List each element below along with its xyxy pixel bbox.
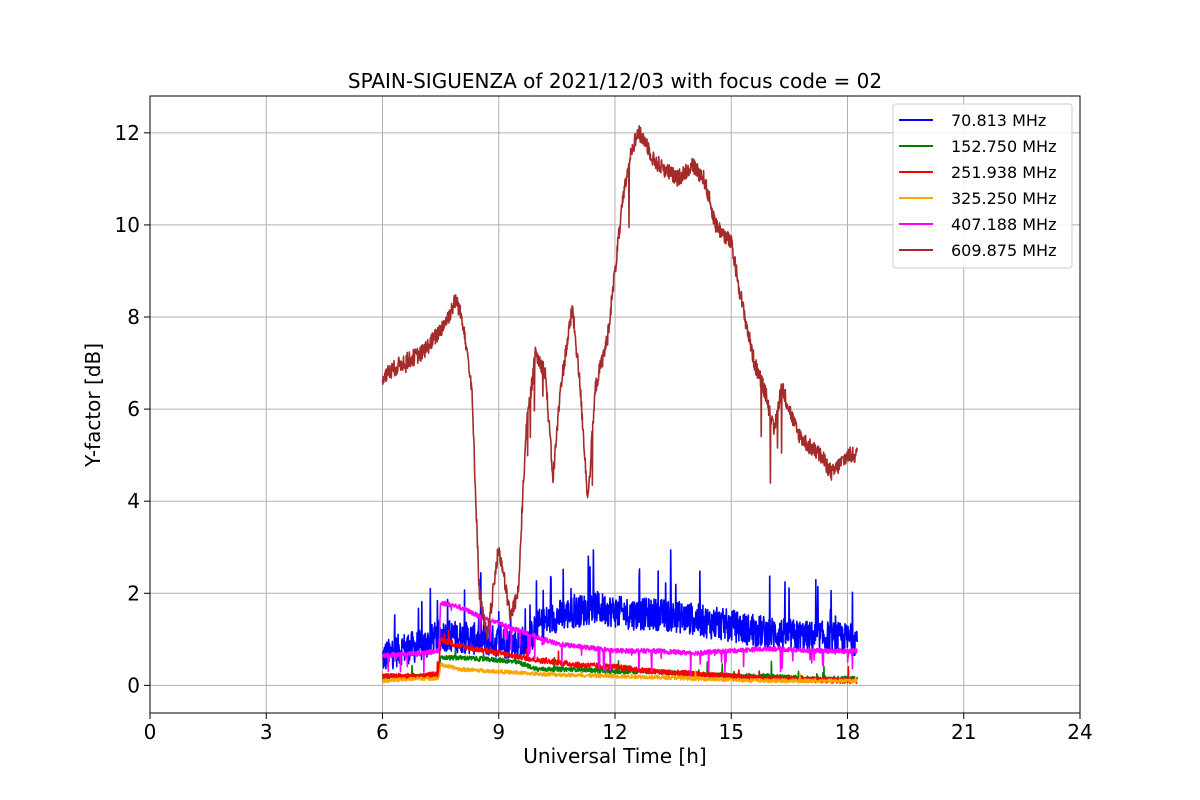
y-tick-label: 12 [115, 121, 140, 145]
x-tick-label: 0 [144, 720, 157, 744]
legend-entry: 152.750 MHz [951, 137, 1056, 156]
legend-entry: 251.938 MHz [951, 163, 1056, 182]
y-tick-label: 8 [127, 305, 140, 329]
x-tick-label: 6 [376, 720, 389, 744]
y-tick-label: 4 [127, 489, 140, 513]
x-tick-label: 3 [260, 720, 273, 744]
plot-area [381, 125, 858, 685]
x-tick-label: 9 [492, 720, 505, 744]
legend-entry: 609.875 MHz [951, 241, 1056, 260]
y-tick-label: 6 [127, 397, 140, 421]
chart-title: SPAIN-SIGUENZA of 2021/12/03 with focus … [348, 69, 882, 93]
legend-entry: 325.250 MHz [951, 189, 1056, 208]
y-axis: 0 2 4 6 8 10 12 [115, 121, 150, 697]
series-line [382, 662, 858, 684]
x-axis: 0 3 6 9 12 15 18 21 24 [144, 713, 1093, 744]
legend: 70.813 MHz 152.750 MHz 251.938 MHz 325.250 … [892, 103, 1073, 269]
x-tick-label: 18 [835, 720, 860, 744]
legend-entry: 70.813 MHz [951, 111, 1046, 130]
y-tick-label: 0 [127, 673, 140, 697]
y-axis-label: Y-factor [dB] [81, 343, 105, 468]
x-tick-label: 15 [719, 720, 744, 744]
y-tick-label: 10 [115, 213, 140, 237]
series-line [381, 600, 858, 677]
legend-entry: 407.188 MHz [951, 215, 1056, 234]
y-tick-label: 2 [127, 581, 140, 605]
x-tick-label: 24 [1067, 720, 1092, 744]
legend-box [892, 103, 1073, 269]
x-tick-label: 21 [951, 720, 976, 744]
series-line [381, 125, 858, 641]
x-tick-label: 12 [602, 720, 627, 744]
x-axis-label: Universal Time [h] [523, 744, 706, 768]
